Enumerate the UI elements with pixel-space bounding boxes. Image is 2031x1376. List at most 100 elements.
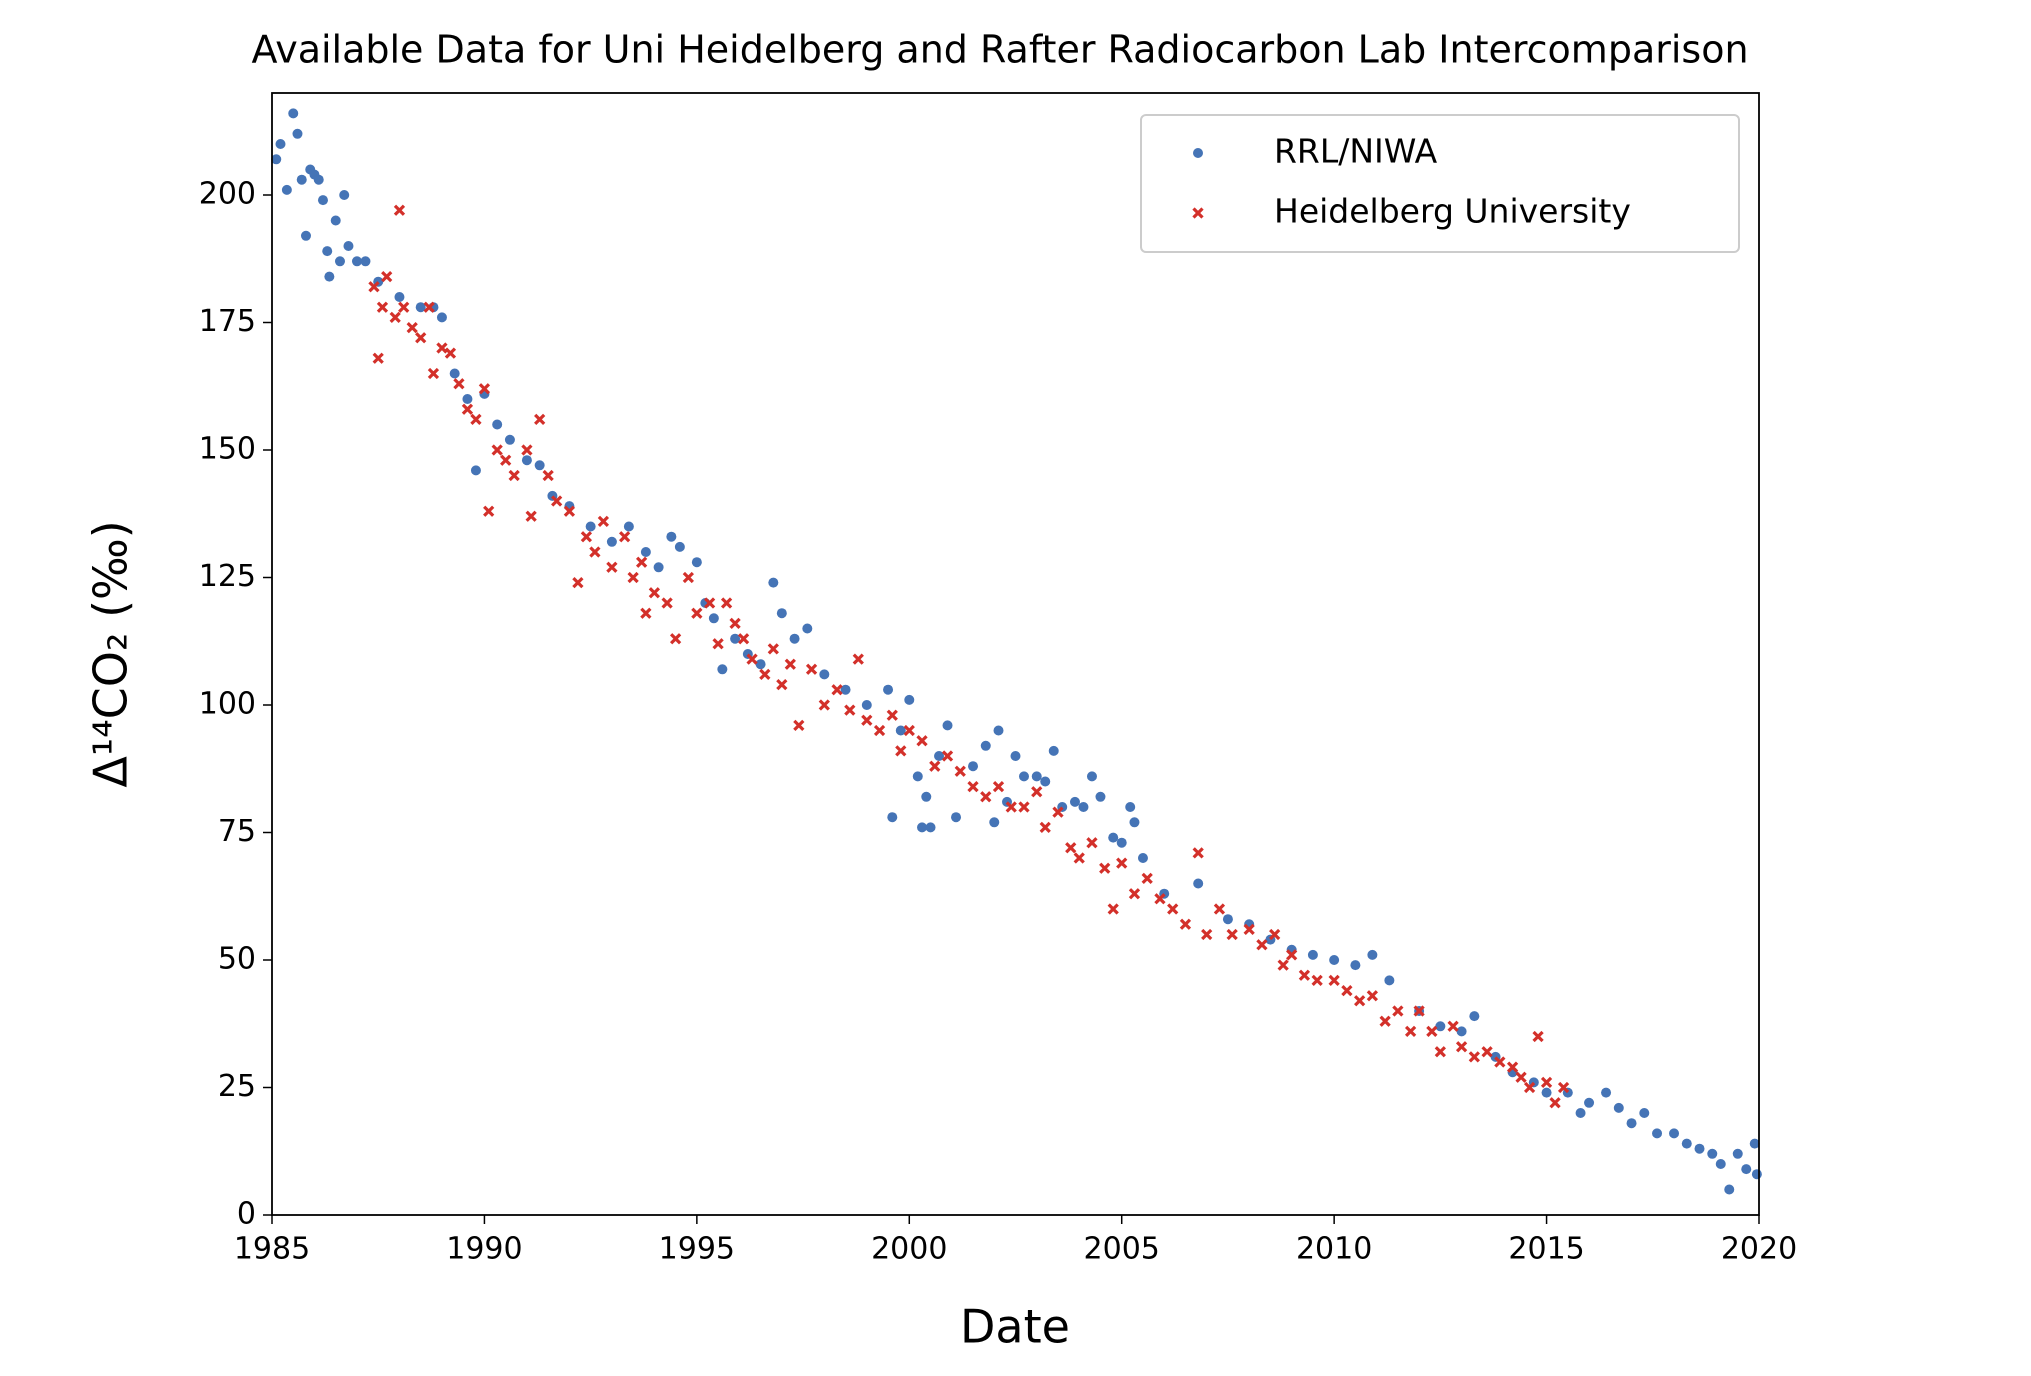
point — [1307, 949, 1318, 960]
point — [873, 724, 886, 737]
point — [1652, 1128, 1663, 1139]
point — [861, 700, 872, 710]
point — [1116, 857, 1128, 869]
point — [551, 495, 563, 507]
point — [1455, 1041, 1468, 1053]
legend-label: Heidelberg University — [1274, 192, 1631, 231]
point — [1137, 853, 1148, 863]
y-tick-label: 175 — [199, 304, 256, 339]
point — [1256, 939, 1268, 951]
point — [755, 659, 766, 670]
point — [542, 469, 554, 482]
point — [1749, 1138, 1760, 1149]
legend-marker — [1193, 148, 1203, 158]
point — [1367, 949, 1378, 960]
point — [1468, 1051, 1480, 1063]
legend — [1140, 114, 1740, 253]
point — [478, 383, 491, 395]
point — [861, 714, 873, 726]
point — [1532, 1030, 1544, 1043]
point — [1040, 776, 1051, 787]
y-tick-label: 150 — [199, 432, 256, 467]
point — [427, 367, 440, 380]
point — [653, 562, 664, 573]
point — [334, 256, 345, 267]
point — [1192, 847, 1204, 859]
point — [759, 668, 771, 681]
point — [292, 128, 303, 139]
point — [415, 332, 427, 344]
point — [708, 613, 719, 624]
point — [462, 394, 473, 404]
point — [1269, 928, 1281, 941]
point — [1392, 1005, 1404, 1017]
point — [1031, 786, 1043, 798]
point — [313, 174, 324, 185]
point — [1031, 771, 1042, 782]
point — [381, 270, 393, 283]
y-tick-label: 25 — [218, 1069, 256, 1104]
x-tick-label: 2020 — [1721, 1232, 1797, 1267]
x-tick-label: 1990 — [446, 1232, 522, 1267]
point — [1549, 1097, 1561, 1109]
point — [1366, 990, 1379, 1002]
point — [703, 597, 716, 609]
point — [1201, 928, 1213, 941]
point — [300, 230, 311, 241]
point — [394, 292, 405, 302]
point — [1341, 984, 1353, 997]
x-tick-label: 2005 — [1084, 1232, 1160, 1267]
y-tick-label: 200 — [199, 177, 256, 212]
point — [1298, 969, 1311, 981]
point — [993, 725, 1004, 736]
point — [1329, 955, 1340, 965]
plot-frame — [271, 92, 1760, 1216]
x-tick-label: 1985 — [234, 1232, 310, 1267]
point — [1311, 974, 1323, 987]
point — [1715, 1159, 1726, 1169]
point — [1456, 1026, 1467, 1037]
point — [393, 204, 406, 216]
point — [296, 174, 307, 185]
point — [281, 184, 292, 195]
point — [376, 301, 389, 313]
point — [534, 413, 546, 426]
point — [951, 812, 962, 823]
point — [470, 465, 481, 476]
point — [776, 608, 787, 619]
point — [1584, 1097, 1595, 1108]
point — [917, 822, 928, 833]
point — [1018, 801, 1030, 813]
point — [453, 378, 465, 390]
point — [1125, 802, 1136, 812]
x-axis-label: Date — [960, 1300, 1070, 1354]
point — [1048, 745, 1059, 756]
point — [954, 765, 966, 777]
point — [343, 241, 354, 251]
point — [712, 638, 724, 650]
point — [941, 750, 954, 762]
point — [339, 190, 350, 200]
point — [669, 633, 682, 645]
point — [989, 817, 1000, 828]
point — [1732, 1148, 1743, 1159]
point — [789, 633, 800, 644]
legend-marker — [1192, 207, 1204, 219]
point — [1107, 903, 1119, 915]
point — [903, 724, 915, 737]
point — [720, 597, 733, 609]
point — [1613, 1102, 1624, 1113]
point — [805, 663, 818, 675]
point — [967, 780, 979, 793]
point — [470, 413, 482, 426]
point — [1681, 1138, 1692, 1149]
point — [980, 740, 991, 751]
point — [1069, 796, 1080, 807]
point — [1541, 1087, 1552, 1098]
point — [1193, 878, 1204, 889]
x-tick-label: 2010 — [1296, 1232, 1372, 1267]
point — [1073, 852, 1085, 864]
point — [1506, 1061, 1519, 1073]
y-tick-label: 125 — [199, 559, 256, 594]
